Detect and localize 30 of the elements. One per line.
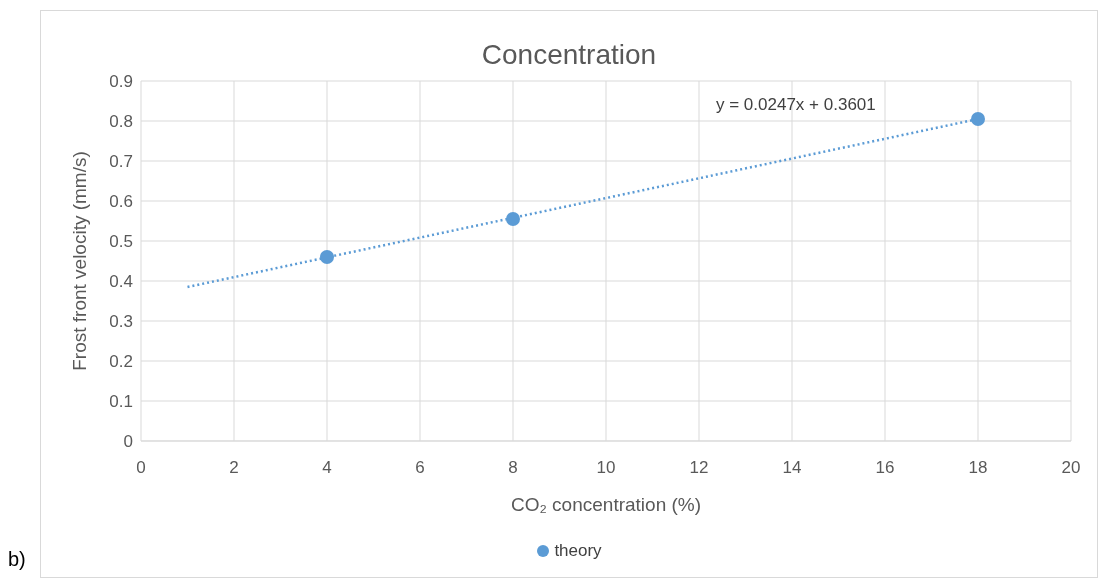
y-tick-label: 0.8 [109,112,133,132]
x-tick-label: 14 [782,458,802,478]
point [320,250,334,264]
x-tick-label: 0 [136,458,146,478]
y-tick-label: 0.7 [109,152,133,172]
y-tick-label: 0.6 [109,192,133,212]
x-tick-label: 10 [596,458,616,478]
x-tick-label: 8 [508,458,518,478]
x-tick-label: 6 [415,458,425,478]
point [506,212,520,226]
y-tick-label: 0.3 [109,312,133,332]
x-tick-label: 18 [968,458,988,478]
y-tick-label: 0.4 [109,272,133,292]
x-tick-label: 12 [689,458,709,478]
text: b) [8,548,26,571]
legend-label: theory [553,541,602,561]
x-tick-label: 16 [875,458,895,478]
x-tick-label: 4 [322,458,332,478]
chart-title: Concentration [480,39,658,71]
point [971,112,985,126]
y-tick-label: 0.5 [109,232,133,252]
x-tick-label: 20 [1061,458,1081,478]
y-axis-title: Frost front velocity (mm/s) [68,151,90,371]
y-tick-label: 0 [123,432,133,452]
y-tick-label: 0.9 [109,72,133,92]
y-tick-label: 0.1 [109,392,133,412]
y-tick-label: 0.2 [109,352,133,372]
annotation: y = 0.0247x + 0.3601 [716,95,876,115]
x-tick-label: 2 [229,458,239,478]
x-axis-title: CO₂ concentration (%) [510,494,702,515]
